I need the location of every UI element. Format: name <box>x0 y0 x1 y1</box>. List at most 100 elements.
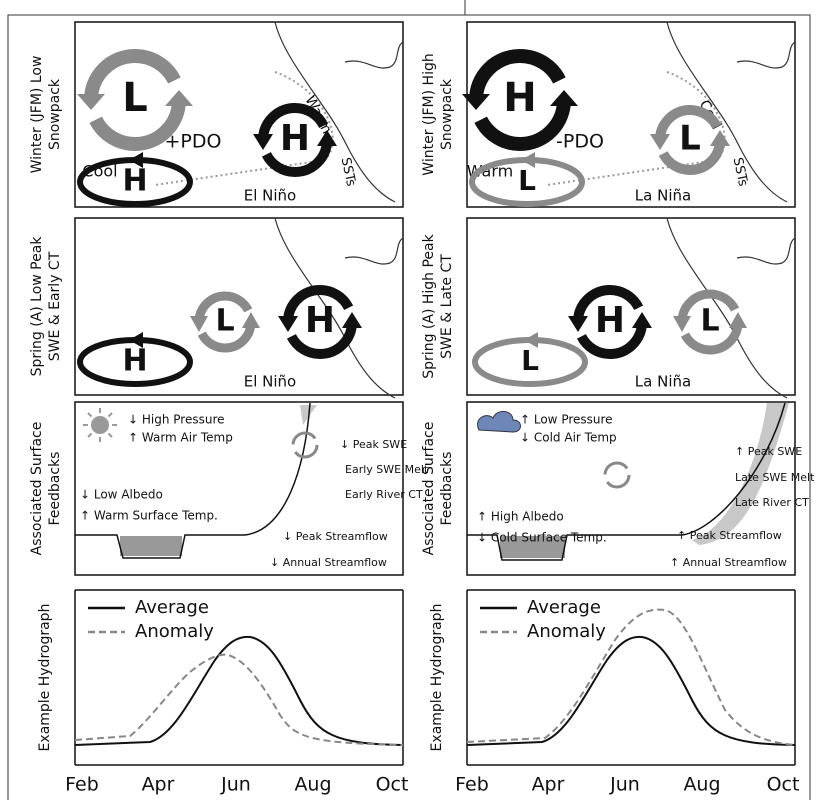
cycle <box>291 431 319 459</box>
legend-label: Average <box>135 597 209 618</box>
row-label: Feedbacks <box>439 452 455 526</box>
map-text: SSTs <box>730 156 751 188</box>
arrow-head <box>165 90 193 106</box>
feedback-text: Early SWE Melt <box>345 463 429 476</box>
arrow-head <box>550 90 578 106</box>
feedback-text: Late SWE Melt <box>735 471 815 484</box>
feedback-text: ↑ Warm Air Temp <box>128 431 233 445</box>
arrow-head <box>342 312 362 328</box>
arrow-head <box>673 316 691 332</box>
sun-ray <box>107 432 113 438</box>
map-text: H <box>122 164 147 199</box>
row-label: SWE & Early CT <box>47 251 63 361</box>
x-tick-label: Apr <box>142 774 175 796</box>
map-text: SSTs <box>338 156 359 188</box>
row-label: SWE & Late CT <box>439 254 455 359</box>
arrow-head <box>521 152 535 168</box>
surface-line <box>75 402 311 559</box>
coastline <box>274 21 404 203</box>
arrow-head <box>632 312 652 328</box>
low-flow <box>500 536 565 558</box>
map-text: La Niña <box>635 187 691 205</box>
feedback-text: ↑ Annual Streamflow <box>670 556 787 569</box>
x-tick-label: Aug <box>294 774 331 796</box>
map-text: H <box>122 344 147 379</box>
row-label: Winter (JFM) High <box>421 53 437 175</box>
feedback-text: ↓ Peak SWE <box>340 438 407 451</box>
feedback-text: ↓ High Pressure <box>128 413 225 427</box>
arrow-head <box>650 134 670 150</box>
row-label: Spring (A) Low Peak <box>29 236 45 377</box>
map-text: Warm <box>467 162 513 181</box>
sun <box>91 416 109 434</box>
low-flow <box>120 536 182 556</box>
x-tick-label: Oct <box>767 774 800 796</box>
cycle <box>603 461 631 489</box>
legend-label: Average <box>527 597 601 618</box>
x-tick-label: Feb <box>455 774 489 796</box>
map-text: L <box>700 304 719 339</box>
average-curve <box>466 635 796 746</box>
row-label: Example Hydrograph <box>429 604 445 752</box>
map-text: +PDO <box>165 131 222 153</box>
legend-label: Anomaly <box>135 621 214 642</box>
feedback-text: ↑ High Albedo <box>477 510 564 524</box>
feedback-text: ↑ Peak Streamflow <box>677 529 782 542</box>
cloud <box>477 411 521 433</box>
sun-ray <box>87 432 93 438</box>
feedback-text: ↑ Warm Surface Temp. <box>80 509 218 523</box>
x-tick-label: Oct <box>376 774 409 796</box>
surface-line <box>467 402 786 561</box>
row-label: Winter (JFM) Low <box>29 56 45 174</box>
x-tick-label: Apr <box>532 774 565 796</box>
anomaly-curve <box>466 608 796 746</box>
anomaly-curve <box>74 653 404 746</box>
coastline <box>274 217 404 399</box>
snow-band <box>692 403 789 545</box>
coastline <box>666 21 796 203</box>
panel <box>466 401 796 576</box>
map-text: H <box>595 300 625 341</box>
arrow-head <box>253 134 273 150</box>
feedback-text: ↓ Low Albedo <box>80 488 163 502</box>
row-label: Snowpack <box>47 78 63 150</box>
map-text: H <box>503 75 536 121</box>
feedback-text: ↓ Annual Streamflow <box>270 556 387 569</box>
row-label: Associated Surface <box>29 422 45 556</box>
arrow-head <box>190 316 208 332</box>
arrow-head <box>129 152 143 168</box>
feedback-text: ↑ Low Pressure <box>520 413 613 427</box>
map-text: H <box>305 300 335 341</box>
x-tick-label: Feb <box>65 774 99 796</box>
panel <box>74 401 404 576</box>
arrow-head <box>242 312 260 328</box>
arrow-head <box>129 332 143 348</box>
feedback-text: Early River CT <box>345 488 423 501</box>
frame <box>7 14 811 800</box>
panel <box>466 217 796 396</box>
arrow-head <box>462 94 490 110</box>
legend-label: Anomaly <box>527 621 606 642</box>
map-text: -PDO <box>556 131 604 153</box>
map-text: El Niño <box>244 187 297 205</box>
average-curve <box>74 635 404 746</box>
map-text: L <box>122 75 148 121</box>
arrow-head <box>568 316 588 332</box>
x-tick-label: Jun <box>609 774 640 796</box>
arrow-head <box>317 130 337 146</box>
row-label: Example Hydrograph <box>37 604 53 752</box>
feedback-text: ↑ Peak SWE <box>735 445 802 458</box>
arrow-head <box>278 316 298 332</box>
feedback-text: Late River CT <box>735 496 809 509</box>
sun-ray <box>87 412 93 418</box>
map-text: La Niña <box>635 373 691 391</box>
map-text: L <box>518 164 536 197</box>
map-text: L <box>679 119 701 159</box>
feedback-text: ↓ Cold Surface Temp. <box>477 531 607 545</box>
map-text: El Niño <box>244 373 297 391</box>
panel <box>466 21 796 208</box>
feedback-text: ↓ Cold Air Temp <box>520 431 617 445</box>
row-label: Feedbacks <box>47 452 63 526</box>
arrow-head <box>729 312 747 328</box>
